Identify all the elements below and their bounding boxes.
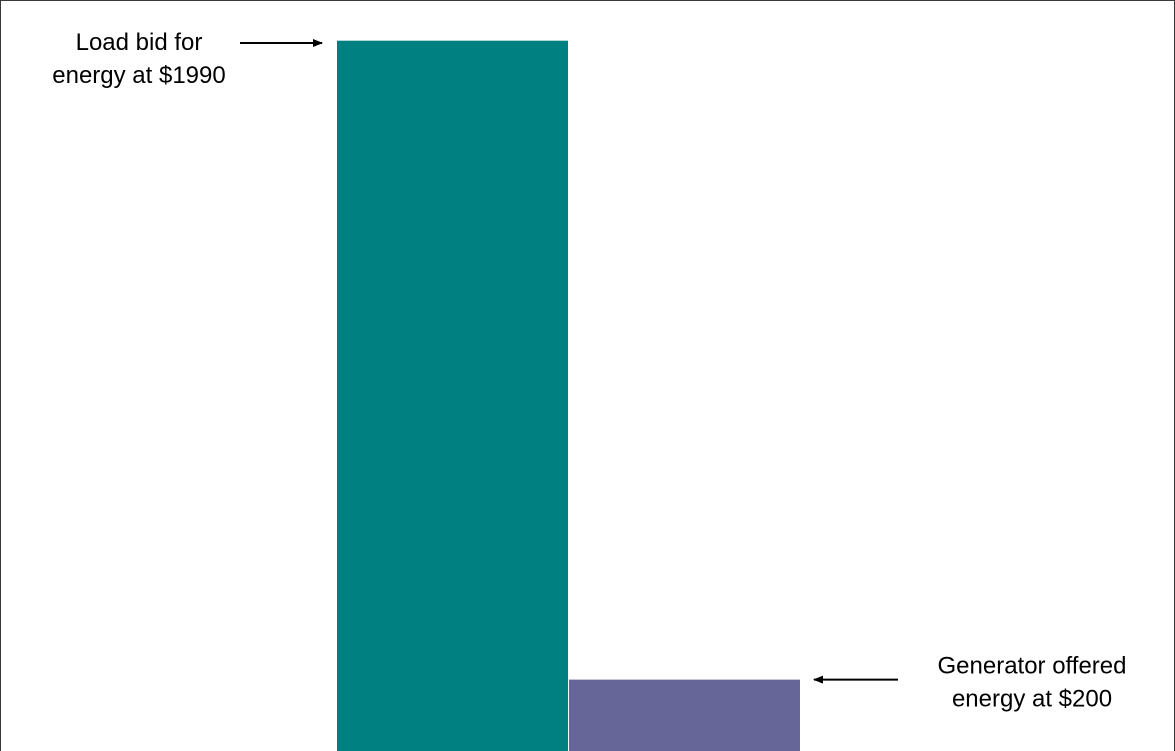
annotation-1-text: Load bid for energy at $1990	[52, 29, 225, 89]
annotation-2-line-2: energy at $200	[952, 686, 1112, 713]
annotation-1-line-2: energy at $1990	[52, 62, 225, 89]
bar-1	[337, 40, 568, 751]
annotation-2-text: Generator offered energy at $200	[937, 653, 1126, 713]
annotation-layer: Load bid for energy at $1990 Generator off…	[52, 29, 1126, 713]
annotation-2: Generator offered energy at $200	[813, 653, 1127, 713]
bar-2	[569, 679, 800, 751]
annotation-1-line-1: Load bid for	[76, 29, 203, 56]
annotation-1: Load bid for energy at $1990	[52, 29, 323, 89]
annotation-2-line-1: Generator offered	[937, 653, 1126, 680]
bars-layer	[337, 40, 800, 751]
